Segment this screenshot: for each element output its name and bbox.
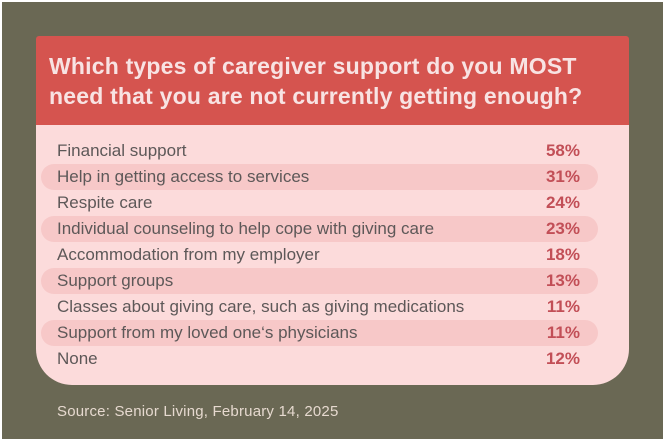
row-label: Individual counseling to help cope with … <box>57 219 435 238</box>
row-label: Help in getting access to services <box>57 167 310 186</box>
table-row: Respite care 24% <box>41 190 598 216</box>
row-value: 24% <box>545 193 580 212</box>
table-row: Individual counseling to help cope with … <box>41 216 598 242</box>
row-value: 18% <box>545 245 580 264</box>
row-label: Accommodation from my employer <box>57 245 320 264</box>
table-row: None 12% <box>41 346 598 372</box>
table-row: Financial support 58% <box>41 138 598 164</box>
row-value: 13% <box>545 271 580 290</box>
table-row: Support groups 13% <box>41 268 598 294</box>
table-row: Help in getting access to services 31% <box>41 164 598 190</box>
row-value: 11% <box>546 297 580 316</box>
row-value: 11% <box>546 323 580 342</box>
row-label: Financial support <box>57 141 187 160</box>
results-list: Financial support 58% Help in getting acce… <box>36 124 629 384</box>
row-label: Classes about giving care, such as givin… <box>57 297 465 316</box>
question-header: Which types of caregiver support do you … <box>36 36 629 125</box>
row-label: Support from my loved one‘s physicians <box>57 323 358 342</box>
results-panel: Financial support 58% Help in getting acce… <box>36 124 629 385</box>
row-value: 12% <box>545 349 580 368</box>
row-value: 23% <box>545 219 580 238</box>
table-row: Accommodation from my employer 18% <box>41 242 598 268</box>
row-label: Respite care <box>57 193 153 212</box>
question-title: Which types of caregiver support do you … <box>49 52 583 109</box>
row-label: Support groups <box>57 271 174 290</box>
row-value: 58% <box>545 141 580 160</box>
row-value: 31% <box>545 167 580 186</box>
table-row: Support from my loved one‘s physicians 11… <box>41 320 598 346</box>
table-row: Classes about giving care, such as givin… <box>41 294 598 320</box>
source-note: Source: Senior Living, February 14, 2025 <box>57 403 339 420</box>
row-label: None <box>57 349 98 368</box>
